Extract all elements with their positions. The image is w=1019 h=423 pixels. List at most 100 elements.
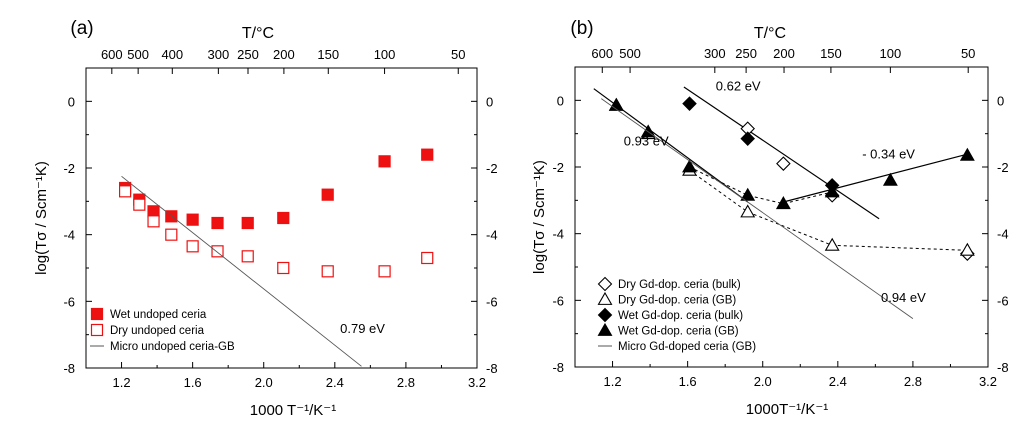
legend-swatch-diamond-open <box>597 276 613 292</box>
x-tick-label: 2.0 <box>754 374 772 389</box>
data-point-diamond-filled <box>740 131 755 146</box>
data-point-square-filled <box>241 216 254 230</box>
top-axis-label: T/°C <box>242 25 274 42</box>
slope-annotation: 0.93 eV <box>624 133 669 148</box>
panel-label: (a) <box>70 18 93 39</box>
y-tick-label: -8 <box>63 361 75 376</box>
x-tick-label: 2.8 <box>904 374 922 389</box>
y-tick-label: -4 <box>552 227 564 242</box>
top-tick-label: 100 <box>880 46 902 61</box>
legend-swatch-square-open <box>90 323 104 337</box>
top-tick-label: 50 <box>961 46 975 61</box>
data-point-square-open <box>118 185 132 198</box>
data-point-square-filled <box>186 213 199 226</box>
data-point-triangle-open <box>824 237 840 251</box>
x-tick-label: 1.2 <box>113 375 131 390</box>
legend-swatch-square-filled <box>90 307 104 321</box>
fit-line <box>783 153 970 203</box>
data-point-square-open <box>421 251 434 265</box>
data-point-square-open <box>147 215 160 228</box>
slope-annotation: 0.94 eV <box>881 290 926 305</box>
legend-swatch-triangle-open <box>597 291 613 305</box>
top-tick-label: 600 <box>591 46 613 61</box>
top-tick-label: 250 <box>735 46 757 61</box>
data-point-triangle-filled <box>682 159 697 173</box>
y-tick-label: 0 <box>557 93 564 108</box>
y-tick-label: -8 <box>552 360 564 375</box>
x-tick-label: 1.6 <box>679 374 697 389</box>
top-tick-label: 200 <box>273 47 295 62</box>
right-y-tick-label: -8 <box>486 361 498 376</box>
right-y-tick-label: -8 <box>997 360 1009 375</box>
legend-entry-label: Dry Gd-dop. ceria (bulk) <box>618 279 741 291</box>
plot-frame <box>574 66 989 368</box>
data-point-square-filled <box>165 210 178 223</box>
micro-reference-line <box>601 98 914 320</box>
data-point-triangle-filled <box>824 184 840 198</box>
panel-b: 1.2 1.6 2.0 2.4 2.8 3.2 0 -2 -4 -6 -8 0 -2 -4 -6 -8 600 5… <box>531 18 1009 418</box>
legend-entry-label: Dry undoped ceria <box>110 325 205 337</box>
x-tick-label: 3.2 <box>979 374 997 389</box>
top-tick-label: 300 <box>208 47 230 62</box>
top-tick-label: 400 <box>161 47 183 62</box>
data-point-diamond-filled <box>682 96 697 111</box>
data-point-diamond-open <box>776 156 791 171</box>
dotted-guide-line <box>689 169 968 251</box>
data-point-square-filled <box>211 216 224 230</box>
data-point-triangle-filled <box>775 196 791 210</box>
data-point-triangle-filled <box>882 172 898 186</box>
right-y-tick-label: -4 <box>486 228 498 243</box>
legend-swatch-diamond-filled <box>597 307 613 323</box>
legend: Wet undoped ceria Dry undoped ceria Micro … <box>90 307 235 353</box>
x-axis-label: 1000T⁻¹/K⁻¹ <box>746 401 829 418</box>
top-tick-label: 500 <box>619 46 641 61</box>
data-point-triangle-filled <box>608 97 624 111</box>
data-point-square-open <box>133 198 146 211</box>
y-tick-label: -2 <box>63 161 75 176</box>
top-tick-label: 500 <box>127 47 149 62</box>
y-axis-label: log(Tσ / Scm⁻¹K) <box>531 160 548 274</box>
x-tick-label: 1.2 <box>604 374 622 389</box>
data-point-square-filled <box>147 205 160 218</box>
y-tick-label: -6 <box>552 293 564 308</box>
panel-a: 1.2 1.6 2.0 2.4 2.8 3.2 0 -2 -4 -6 -8 0 -2 -4 -6 -8 600 5… <box>33 18 498 419</box>
right-y-tick-label: 0 <box>486 94 493 109</box>
legend-swatch-triangle-filled <box>597 322 613 336</box>
right-y-tick-label: -4 <box>997 227 1009 242</box>
top-axis-label: T/°C <box>754 25 786 42</box>
top-tick-label: 50 <box>451 47 465 62</box>
legend-entry-label: Micro undoped ceria-GB <box>110 341 235 353</box>
y-tick-label: 0 <box>68 94 75 109</box>
right-y-tick-label: -2 <box>997 160 1009 175</box>
slope-annotation: - 0.34 eV <box>862 147 915 162</box>
y-tick-label: -4 <box>63 228 75 243</box>
x-axis-label: 1000 T⁻¹/K⁻¹ <box>250 402 336 419</box>
x-tick-label: 2.0 <box>255 375 273 390</box>
top-tick-label: 300 <box>704 46 726 61</box>
x-tick-label: 1.6 <box>184 375 202 390</box>
slope-annotation: 0.62 eV <box>716 78 761 93</box>
data-point-triangle-filled <box>959 147 975 161</box>
data-point-square-filled <box>378 155 391 168</box>
data-point-square-open <box>165 228 178 241</box>
top-tick-label: 150 <box>820 46 842 61</box>
right-y-tick-label: -6 <box>486 294 498 309</box>
data-point-square-open <box>211 245 224 258</box>
data-point-square-open <box>186 240 199 253</box>
data-point-square-open <box>241 250 254 263</box>
data-point-square-filled <box>277 211 290 225</box>
right-y-tick-label: 0 <box>997 93 1004 108</box>
right-y-tick-label: -2 <box>486 161 498 176</box>
legend-entry-label: Micro Gd-doped ceria (GB) <box>618 341 756 353</box>
legend-entry-label: Wet Gd-dop. ceria (GB) <box>618 326 739 338</box>
slope-annotation: 0.79 eV <box>340 321 385 336</box>
plot-frame <box>85 67 478 369</box>
x-tick-label: 3.2 <box>468 375 486 390</box>
fit-line <box>683 86 880 220</box>
data-point-triangle-open <box>740 204 756 218</box>
data-point-square-open <box>378 265 391 278</box>
legend-entry-label: Dry Gd-dop. ceria (GB) <box>618 295 736 307</box>
data-point-square-filled <box>421 148 434 161</box>
legend-entry-label: Wet undoped ceria <box>110 309 207 321</box>
top-tick-label: 150 <box>317 47 339 62</box>
